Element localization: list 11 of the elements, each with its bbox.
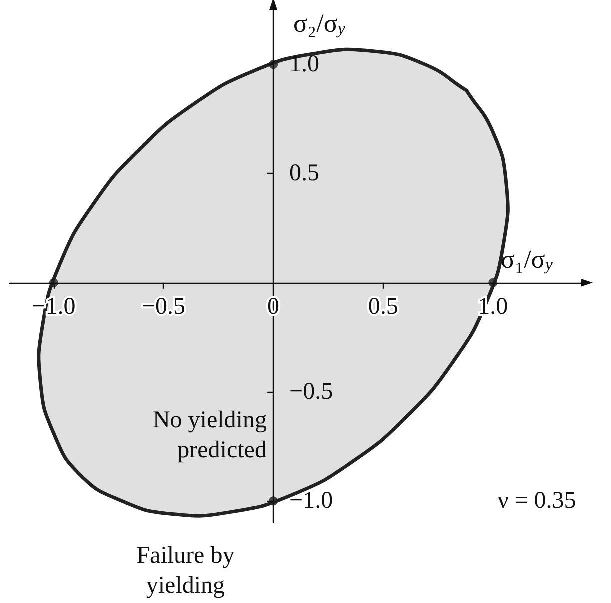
annotation: No yielding predicted	[152, 408, 267, 464]
y-tick-label: 1.0	[290, 52, 320, 78]
y-tick-label: −0.5	[290, 379, 334, 406]
y-axis-title: σ₂/σy	[294, 9, 346, 38]
y-tick-label: −1.0	[290, 488, 334, 514]
x-tick-label: −0.5	[142, 294, 186, 320]
y-tick-label: 0.5	[290, 160, 320, 187]
x-tick-label: 0.5	[368, 294, 398, 320]
annotation: ν = 0.35	[498, 488, 576, 514]
text: Failure by yielding	[136, 543, 235, 600]
x-axis-title: σ₁/σy	[501, 244, 554, 274]
